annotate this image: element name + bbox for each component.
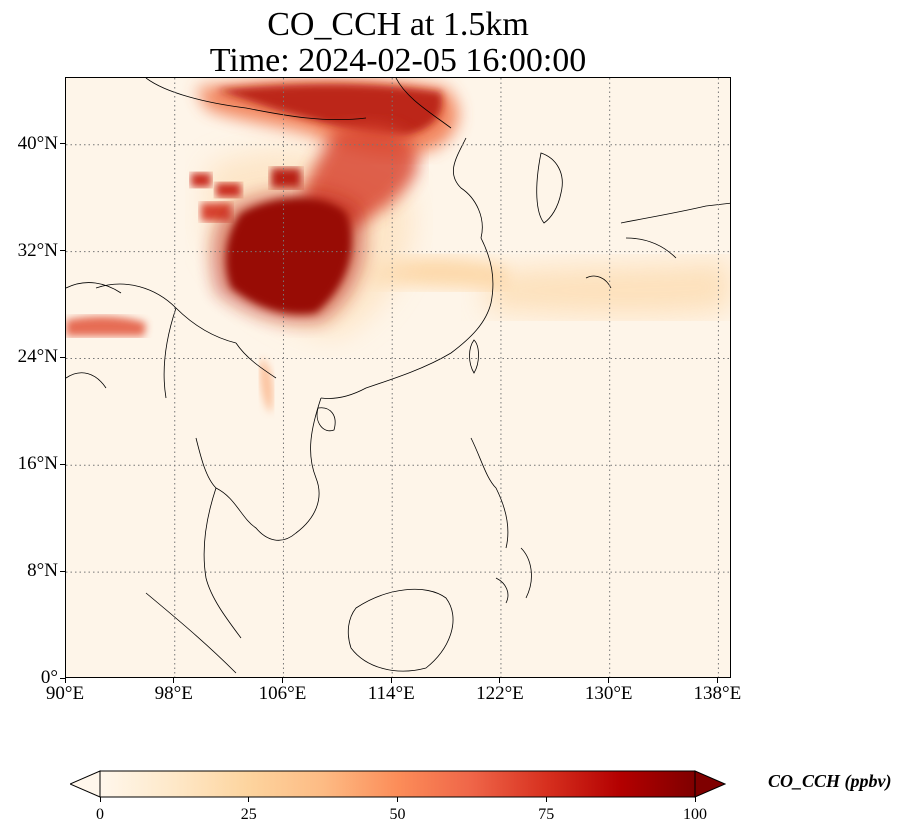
lon-tick-mark bbox=[390, 678, 392, 683]
colorbar-tick-label: 25 bbox=[240, 806, 257, 823]
lat-tick-mark bbox=[60, 677, 65, 679]
lat-tick-mark bbox=[60, 143, 65, 145]
lon-tick-mark bbox=[64, 678, 66, 683]
lat-tick-mark bbox=[60, 463, 65, 465]
lon-tick-label: 90°E bbox=[45, 683, 85, 704]
lat-tick-label: 8°N bbox=[27, 560, 58, 582]
map-plot bbox=[66, 78, 730, 677]
plume-north-core bbox=[216, 83, 443, 137]
colorbar-tick-label: 100 bbox=[683, 806, 707, 823]
gridlines bbox=[66, 78, 730, 677]
concentration-field bbox=[66, 78, 730, 413]
plume-east-outflow bbox=[486, 260, 730, 316]
colorbar-tick-mark bbox=[99, 797, 101, 802]
lon-tick-label: 130°E bbox=[584, 683, 633, 704]
colorbar-extend-min bbox=[70, 770, 101, 798]
coastlines bbox=[66, 78, 730, 674]
lon-tick-label: 106°E bbox=[258, 683, 307, 704]
colorbar-gradient bbox=[99, 770, 696, 798]
lat-tick-label: 24°N bbox=[17, 346, 58, 368]
lat-tick-label: 32°N bbox=[17, 239, 58, 261]
colorbar-tick-label: 0 bbox=[96, 806, 104, 823]
chart-title-line-1: CO_CCH at 1.5km bbox=[267, 6, 529, 43]
chart-title-line-2: Time: 2024-02-05 16:00:00 bbox=[209, 42, 587, 79]
colorbar-tick-label: 75 bbox=[538, 806, 555, 823]
lat-tick-mark bbox=[60, 250, 65, 252]
lon-tick-mark bbox=[173, 678, 175, 683]
lat-tick-label: 40°N bbox=[17, 132, 58, 154]
colorbar-tick-mark bbox=[694, 797, 696, 802]
plume-southwest bbox=[66, 316, 146, 336]
lon-tick-mark bbox=[608, 678, 610, 683]
colorbar-tick-label: 50 bbox=[389, 806, 406, 823]
colorbar-extend-max bbox=[694, 770, 726, 798]
lon-tick-mark bbox=[716, 678, 718, 683]
plume-south bbox=[260, 358, 273, 413]
lon-tick-label: 138°E bbox=[693, 683, 742, 704]
colorbar bbox=[70, 770, 726, 798]
lon-tick-mark bbox=[281, 678, 283, 683]
colorbar-label: CO_CCH (ppbv) bbox=[768, 771, 892, 791]
lat-tick-mark bbox=[60, 356, 65, 358]
lon-tick-mark bbox=[499, 678, 501, 683]
lon-tick-label: 114°E bbox=[367, 683, 415, 704]
colorbar-tick-mark bbox=[248, 797, 250, 802]
map-panel bbox=[65, 77, 731, 678]
lat-tick-label: 16°N bbox=[17, 453, 58, 475]
lat-tick-label: 0° bbox=[40, 667, 58, 688]
lat-tick-mark bbox=[60, 570, 65, 572]
lon-tick-label: 98°E bbox=[154, 683, 193, 704]
lon-tick-label: 122°E bbox=[476, 683, 524, 704]
colorbar-tick-mark bbox=[545, 797, 547, 802]
colorbar-tick-mark bbox=[397, 797, 398, 802]
